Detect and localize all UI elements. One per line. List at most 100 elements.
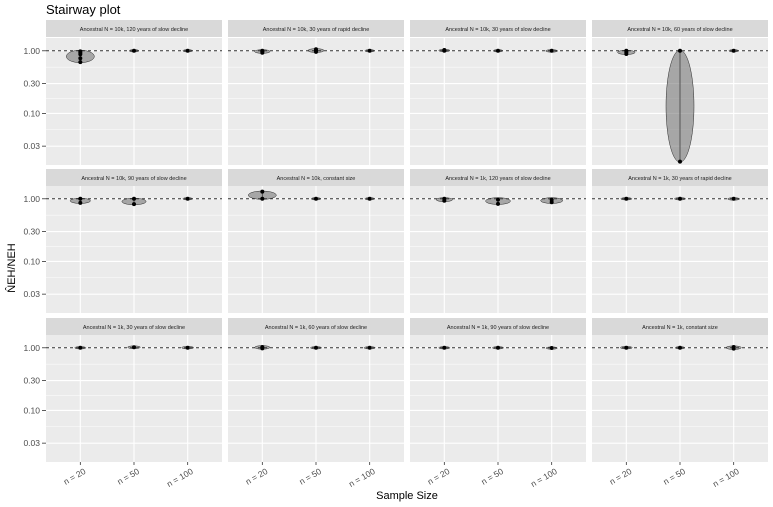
facet-strip — [46, 169, 222, 186]
data-point — [549, 346, 554, 351]
facet-panel: Ancestral N = 10k, 60 years of slow decl… — [592, 20, 768, 165]
y-tick-label: 0.30 — [23, 376, 40, 386]
x-tick-label: n = 20 — [244, 466, 270, 487]
facet-strip-label: Ancestral N = 10k, 90 years of slow decl… — [81, 176, 186, 182]
chart-title: Stairway plot — [46, 2, 121, 17]
facet-strip — [592, 318, 768, 335]
facet-panel: Ancestral N = 1k, constant size — [592, 318, 768, 462]
data-point — [367, 196, 372, 201]
facet-panel: Ancestral N = 10k, 90 years of slow decl… — [46, 169, 222, 313]
facet-strip-label: Ancestral N = 1k, 60 years of slow decli… — [265, 325, 367, 331]
facet-strip-label: Ancestral N = 1k, 30 years of slow decli… — [83, 325, 185, 331]
data-point — [731, 346, 736, 351]
x-tick-label: n = 50 — [661, 466, 687, 487]
data-point — [78, 52, 83, 57]
facet-strip — [228, 169, 404, 186]
y-tick-label: 0.10 — [23, 256, 40, 266]
y-tick-label: 1.00 — [23, 343, 40, 353]
data-point — [496, 345, 500, 350]
x-tick-label: n = 100 — [165, 466, 195, 489]
x-tick-label: n = 100 — [347, 466, 377, 489]
data-point — [442, 48, 447, 53]
y-tick-label: 0.30 — [23, 227, 40, 237]
data-point — [78, 200, 83, 205]
data-point — [78, 345, 83, 350]
facet-strip — [410, 318, 586, 335]
y-tick-label: 0.03 — [23, 438, 40, 448]
y-tick-label: 0.10 — [23, 108, 40, 118]
data-point — [260, 196, 265, 201]
x-tick-label: n = 50 — [479, 466, 505, 487]
data-point — [314, 196, 318, 201]
facet-strip — [410, 20, 586, 37]
x-tick-label: n = 100 — [529, 466, 559, 489]
facet-panel: Ancestral N = 1k, 120 years of slow decl… — [410, 169, 586, 313]
facet-strip-label: Ancestral N = 10k, 30 years of slow decl… — [445, 27, 550, 33]
facet-panel: Ancestral N = 10k, constant size — [228, 169, 404, 313]
data-point — [442, 198, 447, 203]
data-point — [185, 48, 190, 53]
x-axis: n = 20 n = 50 n = 100 n = 20 n = 50 n = 100 n … — [62, 462, 741, 489]
facet-strip-label: Ancestral N = 1k, 90 years of slow decli… — [447, 325, 549, 331]
facet-strip-label: Ancestral N = 10k, 120 years of slow dec… — [80, 27, 188, 33]
data-point — [132, 345, 136, 350]
facet-panel: Ancestral N = 10k, 120 years of slow dec… — [46, 20, 222, 165]
data-point — [132, 196, 136, 201]
x-axis-title: Sample Size — [376, 490, 438, 502]
data-point — [731, 196, 736, 201]
x-tick-label: n = 20 — [62, 466, 88, 487]
data-point — [185, 345, 190, 350]
y-tick-label: 1.00 — [23, 46, 40, 56]
data-point — [624, 51, 629, 56]
facet-strip — [592, 20, 768, 37]
data-point — [260, 189, 265, 194]
facet-strip-label: Ancestral N = 10k, constant size — [277, 176, 356, 182]
x-tick-label: n = 20 — [608, 466, 634, 487]
y-tick-label: 0.10 — [23, 405, 40, 415]
facet-strip — [228, 318, 404, 335]
data-point — [496, 48, 500, 53]
facet-panel: Ancestral N = 1k, 30 years of slow decli… — [46, 318, 222, 462]
facet-strip — [228, 20, 404, 37]
data-point — [132, 202, 136, 207]
data-point — [132, 48, 136, 53]
y-axis-title: N̂EH/NEH — [4, 243, 18, 293]
x-tick-label: n = 50 — [115, 466, 141, 487]
data-point — [496, 201, 500, 206]
data-point — [442, 345, 447, 350]
y-axis: 1.00 0.30 0.10 0.03 1.00 0.30 0.10 0.03 1.00 0.30… — [23, 46, 46, 448]
data-point — [367, 48, 372, 53]
data-point — [185, 196, 190, 201]
data-point — [367, 345, 372, 350]
facet-panel: Ancestral N = 10k, 30 years of slow decl… — [410, 20, 586, 165]
facet-panel: Ancestral N = 1k, 90 years of slow decli… — [410, 318, 586, 462]
facet-panels: Ancestral N = 10k, 120 years of slow dec… — [46, 20, 768, 462]
facet-strip-label: Ancestral N = 1k, 120 years of slow decl… — [445, 176, 550, 182]
data-point — [78, 196, 83, 201]
facet-strip-label: Ancestral N = 1k, 30 years of rapid decl… — [628, 176, 732, 182]
data-point — [260, 50, 265, 55]
facet-panel: Ancestral N = 1k, 60 years of slow decli… — [228, 318, 404, 462]
data-point — [624, 345, 629, 350]
data-point — [496, 197, 500, 202]
facet-panel: Ancestral N = 1k, 30 years of rapid decl… — [592, 169, 768, 313]
y-tick-label: 0.03 — [23, 141, 40, 151]
facet-strip — [46, 20, 222, 37]
data-point — [678, 48, 682, 53]
x-tick-label: n = 100 — [711, 466, 741, 489]
y-tick-label: 0.30 — [23, 79, 40, 89]
data-point — [314, 345, 318, 350]
data-point — [549, 48, 554, 53]
y-tick-label: 1.00 — [23, 194, 40, 204]
data-point — [678, 345, 682, 350]
facet-strip — [410, 169, 586, 186]
x-tick-label: n = 20 — [426, 466, 452, 487]
data-point — [314, 49, 318, 54]
facet-strip-label: Ancestral N = 10k, 30 years of rapid dec… — [263, 27, 370, 33]
y-tick-label: 0.03 — [23, 289, 40, 299]
facet-strip — [592, 169, 768, 186]
facet-strip-label: Ancestral N = 1k, constant size — [642, 325, 718, 331]
facet-panel: Ancestral N = 10k, 30 years of rapid dec… — [228, 20, 404, 165]
facet-strip-label: Ancestral N = 10k, 60 years of slow decl… — [627, 27, 732, 33]
